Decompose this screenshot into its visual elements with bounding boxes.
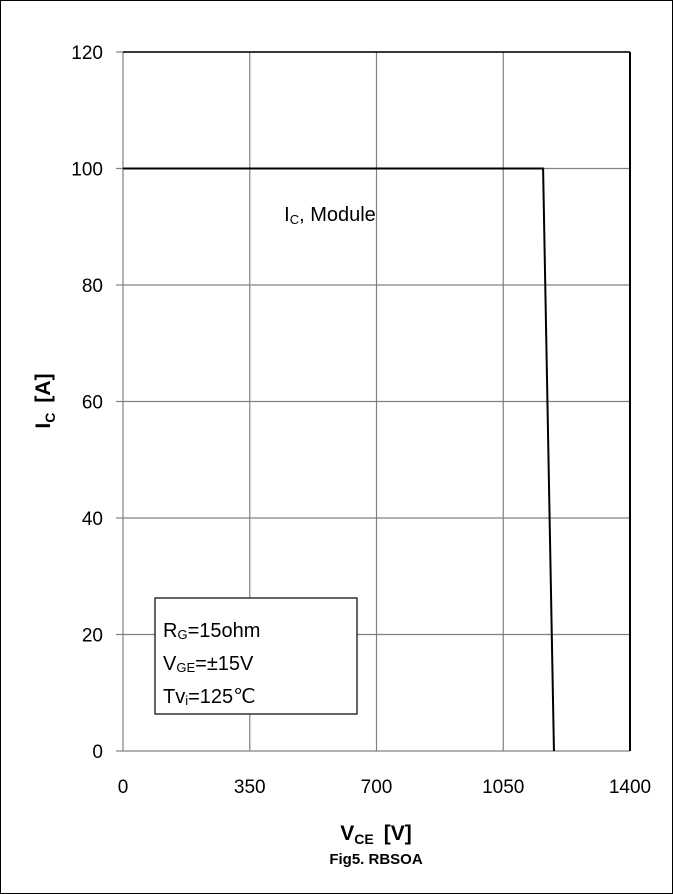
curve-label: IC, Module	[284, 204, 376, 227]
condition-vge: VGE=±15V	[163, 653, 254, 675]
x-tick-label: 1050	[482, 777, 524, 798]
x-tick-label: 0	[118, 777, 129, 798]
x-tick-label: 700	[361, 777, 393, 798]
y-tick-label: 100	[71, 160, 103, 181]
y-tick-label: 0	[92, 742, 103, 763]
y-axis-title: IC[A]	[32, 373, 58, 428]
x-tick-label: 1400	[609, 777, 651, 798]
tick-labels: 0 20 40 60 80 100 120 0 350 700 1050 1400	[71, 43, 651, 798]
y-tick-label: 80	[82, 276, 103, 297]
y-tick-label: 60	[82, 393, 103, 414]
curve-label-sub: C	[290, 212, 299, 227]
x-axis-title: VCE [V]	[340, 822, 411, 847]
series-layer	[123, 167, 555, 752]
series-line	[123, 167, 555, 752]
curve-label-rest: , Module	[299, 204, 376, 226]
condition-tvi: Tvi=125℃	[163, 686, 256, 708]
condition-rg: RG=15ohm	[163, 620, 260, 642]
conditions-box-border	[154, 597, 358, 715]
y-tick-label: 120	[71, 43, 103, 64]
y-tick-label: 20	[82, 626, 103, 647]
curve-label-main: I	[284, 204, 290, 226]
y-tick-label: 40	[82, 509, 103, 530]
x-tick-label: 350	[234, 777, 266, 798]
conditions-box: RG=15ohm VGE=±15V Tvi=125℃	[154, 597, 358, 715]
figure-caption: Fig5. RBSOA	[329, 851, 423, 868]
